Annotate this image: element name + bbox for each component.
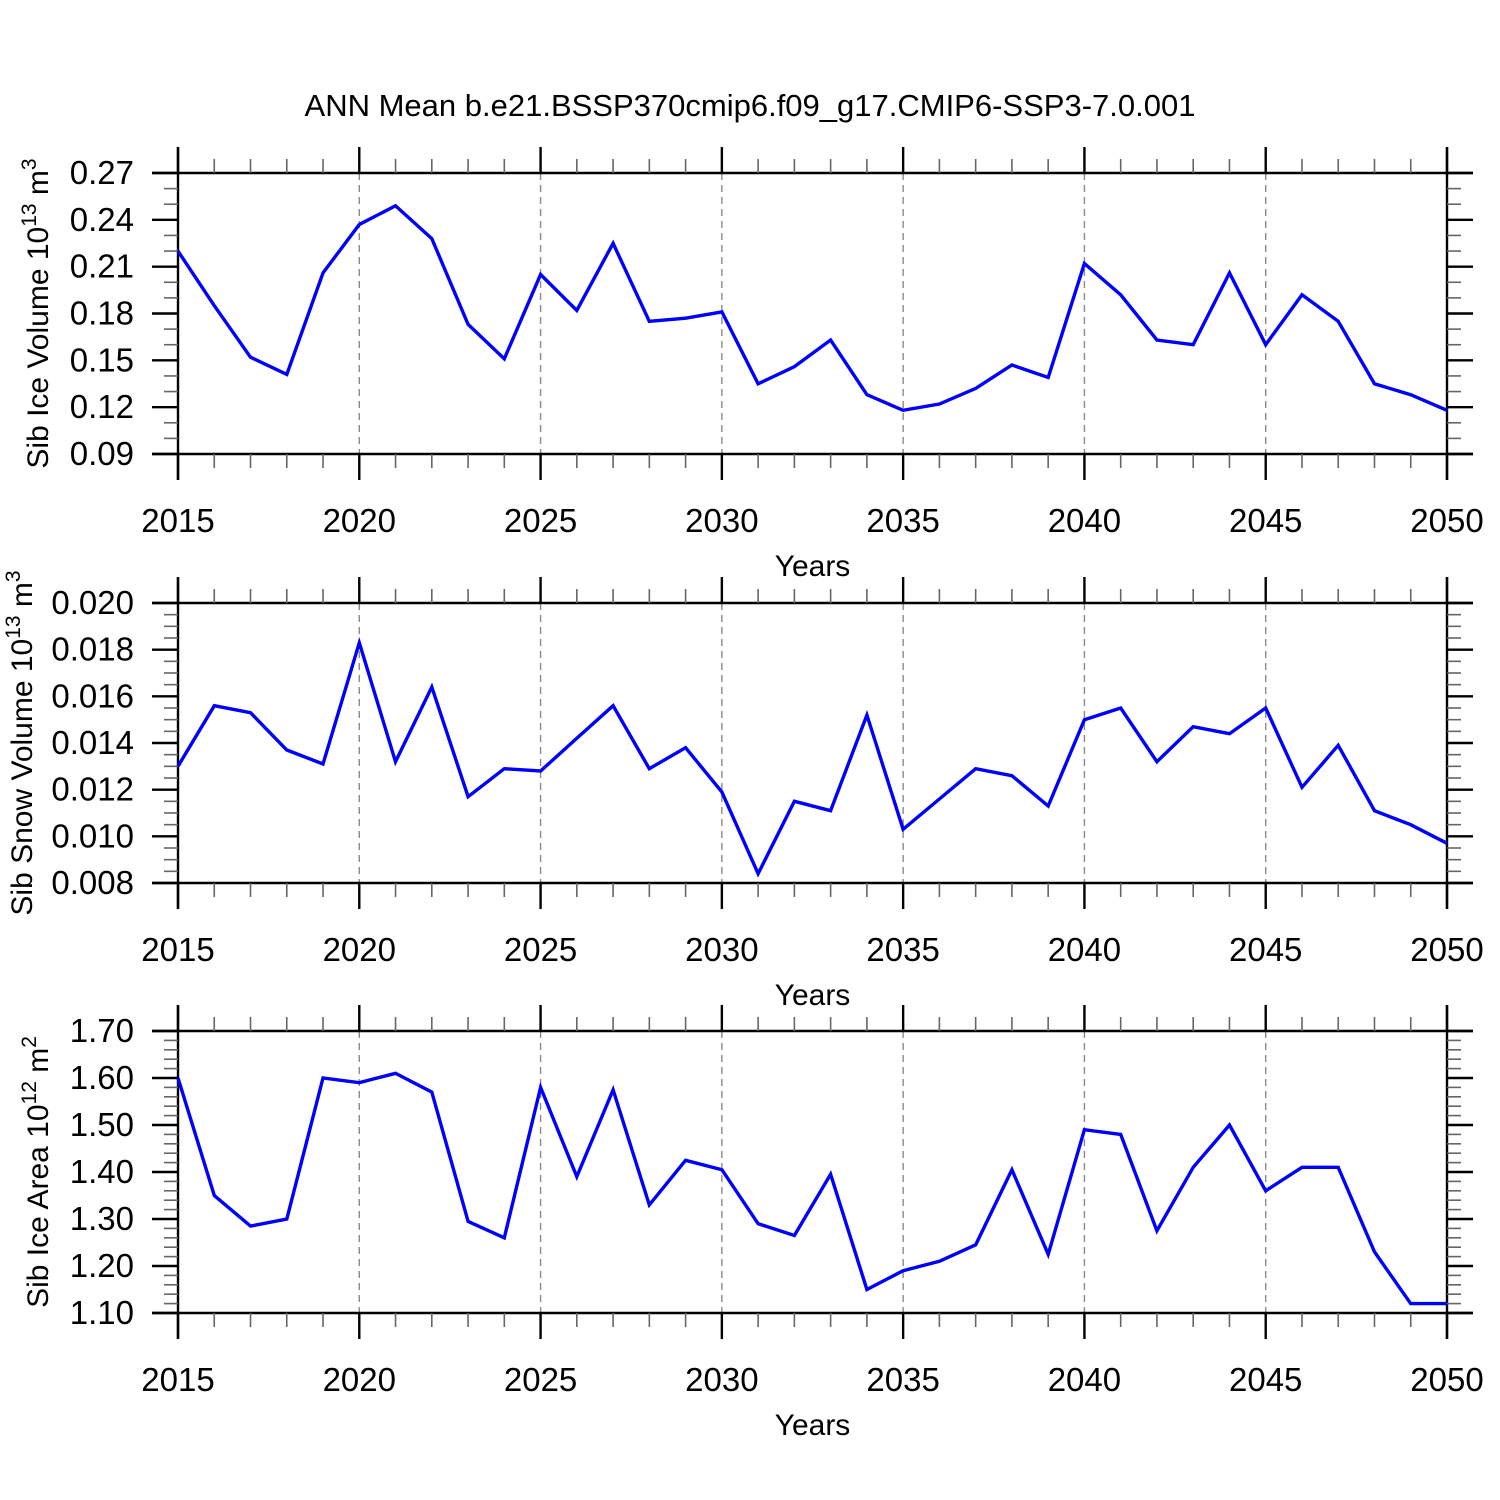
x-tick-label: 2030 [685,502,758,539]
x-tick-label: 2040 [1048,931,1121,968]
y-axis-title: Sib Ice Volume 1013 m3 [18,158,55,468]
x-tick-label: 2025 [504,931,577,968]
y-tick-label: 0.27 [70,154,134,191]
x-tick-label: 2050 [1410,1361,1483,1398]
y-tick-label: 0.24 [70,201,134,238]
y-tick-label: 0.09 [70,435,134,472]
x-tick-label: 2045 [1229,1361,1302,1398]
panel-snow-volume: 2015 2020 2025 2030 2035 2040 2045 2050 0.020 0.0… [2,570,1484,1012]
x-tick-label: 2025 [504,502,577,539]
y-tick-label: 0.016 [51,677,134,714]
panel-ice-volume: 2015 2020 2025 2030 2035 2040 2045 2050 0.27 0.24… [18,147,1484,583]
series-line-snow-volume [176,636,1448,878]
x-tick-label: 2035 [866,502,939,539]
y-axis-title: Sib Ice Area 1012 m2 [18,1036,55,1308]
y-tick-label: 1.20 [70,1247,134,1284]
x-tick-label: 2040 [1048,502,1121,539]
y-tick-label: 0.018 [51,631,134,668]
panel-ice-area: 2015 2020 2025 2030 2035 2040 2045 2050 1.70 1.60… [18,1005,1484,1442]
x-axis-title: Years [775,979,851,1012]
y-tick-label: 0.014 [51,724,134,761]
x-tick-label: 2015 [141,502,214,539]
x-tick-label: 2015 [141,931,214,968]
x-tick-label: 2035 [866,931,939,968]
y-tick-label: 0.010 [51,817,134,854]
y-tick-label: 0.15 [70,341,134,378]
y-tick-label: 1.40 [70,1153,134,1190]
x-tick-label: 2030 [685,931,758,968]
x-tick-label: 2035 [866,1361,939,1398]
y-tick-label: 1.30 [70,1200,134,1237]
y-tick-label: 0.18 [70,295,134,332]
y-tick-label: 0.21 [70,248,134,285]
y-tick-label: 1.10 [70,1294,134,1331]
x-tick-label: 2025 [504,1361,577,1398]
y-tick-label: 1.70 [70,1012,134,1049]
y-tick-label: 0.020 [51,584,134,621]
y-axis-title: Sib Snow Volume 1013 m3 [2,570,39,915]
y-tick-label: 0.008 [51,864,134,901]
y-tick-label: 1.60 [70,1059,134,1096]
series-line-ice-volume [176,203,1448,413]
x-tick-label: 2020 [323,502,396,539]
y-tick-label: 0.12 [70,388,134,425]
x-tick-label: 2015 [141,1361,214,1398]
x-tick-label: 2020 [323,931,396,968]
x-tick-label: 2045 [1229,931,1302,968]
x-tick-label: 2050 [1410,502,1483,539]
series-line-ice-area [176,1071,1447,1306]
x-tick-label: 2045 [1229,502,1302,539]
figure-title: ANN Mean b.e21.BSSP370cmip6.f09_g17.CMIP… [304,88,1196,123]
x-tick-label: 2020 [323,1361,396,1398]
y-tick-label: 0.012 [51,771,134,808]
x-tick-label: 2040 [1048,1361,1121,1398]
x-tick-label: 2030 [685,1361,758,1398]
y-tick-label: 1.50 [70,1106,134,1143]
x-tick-label: 2050 [1410,931,1483,968]
x-axis-title: Years [775,1409,851,1442]
x-axis-title: Years [775,550,851,583]
